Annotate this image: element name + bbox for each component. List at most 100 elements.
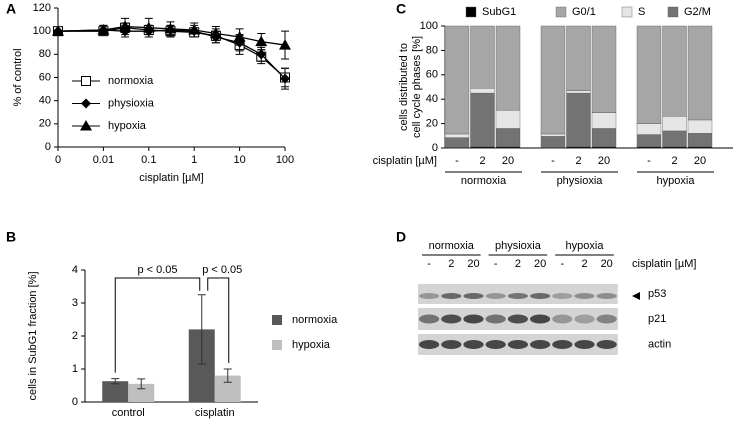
x-tick-label: -: [551, 155, 555, 167]
legend-swatch: [621, 6, 633, 18]
arrowhead: [632, 292, 640, 300]
bar-segment: [636, 123, 662, 135]
marker: [188, 24, 201, 35]
blot-band: [530, 293, 551, 299]
series-line: [57, 25, 286, 46]
panel-label: D: [396, 229, 406, 245]
x-tick-label: 2: [575, 155, 581, 167]
marker: [97, 24, 110, 35]
blot-band: [574, 340, 595, 349]
bar-segment: [636, 25, 662, 124]
bar-segment: [566, 92, 591, 147]
blot-band: [419, 314, 440, 324]
lane-label: -: [494, 258, 498, 270]
legend-label: normoxia: [292, 314, 338, 326]
legend-swatch: [555, 6, 567, 18]
x-tick-label: 2: [479, 155, 485, 167]
bar-segment: [540, 133, 566, 137]
legend-label: hypoxia: [292, 339, 331, 351]
blot-band: [441, 340, 462, 349]
bar-segment: [662, 25, 687, 117]
lane-label: -: [427, 258, 431, 270]
y-tick-label: 100: [33, 25, 51, 37]
panel-label: B: [6, 229, 16, 245]
group-label: physioxia: [495, 240, 542, 252]
lane-label: 20: [601, 258, 613, 270]
blot-band: [552, 293, 573, 299]
x-axis-label: cisplatin [µM]: [139, 172, 203, 184]
lane-label: 2: [448, 258, 454, 270]
y-tick-label: 60: [39, 71, 51, 83]
bar-segment: [495, 109, 521, 129]
y-tick-label: 20: [426, 118, 438, 130]
blot-band: [419, 293, 440, 299]
legend-label: normoxia: [108, 75, 154, 87]
y-tick-label: 80: [426, 44, 438, 56]
series-line: [58, 27, 286, 78]
bar-segment: [591, 112, 617, 129]
blot-band: [419, 340, 440, 349]
lane-label: 20: [467, 258, 479, 270]
blot-band: [596, 340, 617, 349]
x-tick-label: 0.01: [93, 154, 114, 166]
legend-swatch: [272, 315, 282, 325]
y-tick-label: 0: [432, 142, 438, 154]
blot-band: [441, 314, 462, 324]
x-axis-label: cisplatin [µM]: [373, 155, 437, 167]
blot-band: [463, 314, 484, 324]
bar: [128, 383, 155, 402]
x-tick-label: cisplatin: [195, 407, 235, 419]
marker: [81, 98, 91, 109]
lane-label: -: [560, 258, 564, 270]
x-tick-label: -: [647, 155, 651, 167]
annotation: p < 0.05: [137, 264, 177, 276]
blot-band: [463, 293, 484, 299]
lane-label: 2: [581, 258, 587, 270]
legend-label: physioxia: [108, 97, 155, 109]
y-tick-label: 4: [72, 264, 78, 276]
error-bar: [197, 294, 206, 365]
marker: [233, 30, 246, 42]
marker: [52, 25, 64, 36]
x-tick-label: 1: [191, 154, 197, 166]
legend-swatch: [667, 6, 679, 18]
row-label: p21: [648, 313, 666, 325]
bar-segment: [591, 25, 617, 113]
marker: [164, 22, 177, 34]
bar-segment: [470, 92, 495, 147]
y-tick-label: 120: [33, 2, 51, 14]
blot-band: [596, 293, 617, 299]
bar-segment: [444, 25, 470, 135]
treatment-label: cisplatin [µM]: [632, 258, 696, 270]
blot-band: [485, 340, 506, 349]
marker: [142, 21, 155, 33]
panel-label: A: [6, 1, 16, 17]
bar-segment: [662, 130, 687, 147]
marker: [80, 120, 92, 131]
legend-label: hypoxia: [108, 120, 147, 132]
x-tick-label: control: [112, 407, 145, 419]
blot-band: [552, 340, 573, 349]
blot-band: [441, 293, 462, 299]
y-axis-label: cell cycle phases [%]: [411, 36, 423, 138]
annotation: p < 0.05: [202, 264, 242, 276]
blot-band: [463, 340, 484, 349]
bar-segment: [444, 133, 470, 138]
legend-label: G2/M: [684, 6, 711, 18]
bar-segment: [470, 88, 495, 94]
blot-band: [552, 314, 573, 324]
blot-band: [574, 314, 595, 324]
x-tick-label: 2: [671, 155, 677, 167]
y-axis-label: % of control: [12, 48, 24, 106]
legend-swatch: [465, 6, 477, 18]
marker: [280, 73, 290, 84]
lane-label: 20: [534, 258, 546, 270]
x-tick-label: 0.1: [141, 154, 156, 166]
legend-label: G0/1: [572, 6, 596, 18]
group-label: normoxia: [461, 175, 507, 187]
legend-swatch: [272, 340, 282, 350]
blot-band: [507, 340, 528, 349]
error-bar: [137, 378, 146, 390]
x-tick-label: 0: [55, 154, 61, 166]
